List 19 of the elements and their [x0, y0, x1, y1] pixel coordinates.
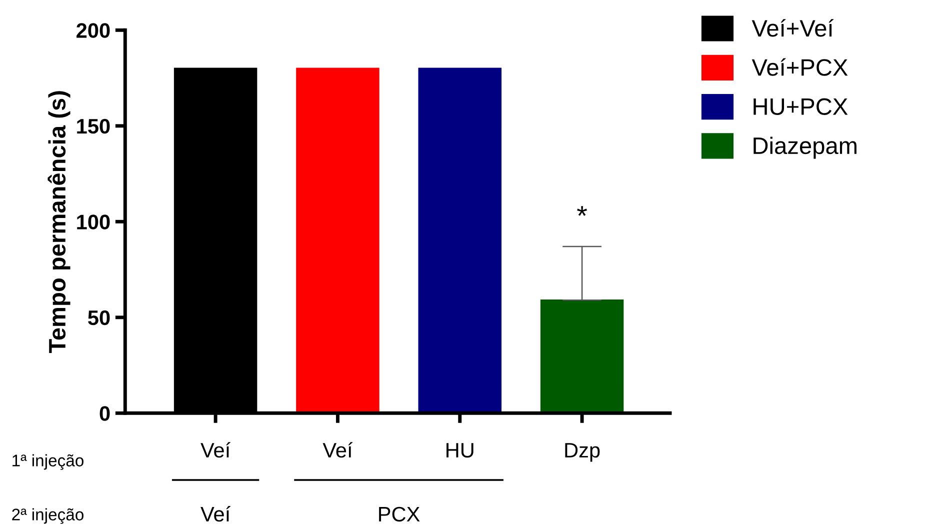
legend-label: Veí+Veí — [752, 19, 834, 37]
y-tick-label: 100 — [77, 214, 110, 230]
legend-label: Veí+PCX — [752, 58, 848, 76]
text: 2ª injeção — [12, 508, 84, 524]
legend-label: HU+PCX — [754, 98, 848, 115]
text: 1ª injeção — [12, 454, 84, 470]
y-axis-title: Tempo permanência (s) — [48, 91, 70, 354]
x-tick-label: Veí — [322, 442, 353, 458]
text: PCX — [379, 506, 420, 522]
text: Veí — [200, 506, 231, 522]
y-tick-label: 150 — [77, 118, 110, 134]
annotation: * — [577, 206, 588, 216]
y-tick-label: 50 — [88, 310, 110, 326]
y-tick-label: 0 — [100, 406, 110, 421]
legend-label: Diazepam — [754, 136, 856, 159]
x-tick-label: Veí — [200, 442, 231, 458]
x-tick-label: Dzp — [565, 443, 600, 462]
x-tick-label: HU — [446, 443, 474, 458]
y-tick-label: 200 — [76, 23, 110, 38]
